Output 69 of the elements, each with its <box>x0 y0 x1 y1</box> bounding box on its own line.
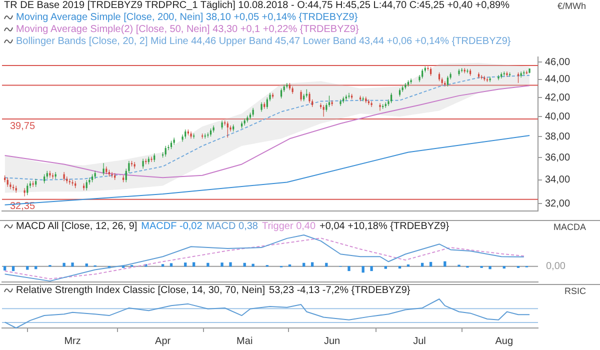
candlestick <box>266 97 268 110</box>
candlestick <box>26 183 28 196</box>
candlestick <box>102 162 104 176</box>
candlestick <box>280 88 282 99</box>
text: Bollinger Bands [Close, 20, 2] Mid Line 44,46 Upper Band 45,47 Lower Band 43,44 +0,06 +0,14% {TRDEBYZ9} <box>16 36 511 47</box>
candlestick <box>379 102 381 112</box>
y-tick-label: 44,00 <box>545 74 570 86</box>
chart-title: TR DE Base 2019 [TRDEBYZ9 TRDPRC_1 Täglich] 10.08.2018 - O:44,75 H:45,25 L:44,70 C:45,25 +0,40 +0,89% <box>4 0 510 11</box>
candlestick <box>422 68 424 79</box>
candlestick <box>72 180 74 186</box>
x-tick-label: Jul <box>413 336 426 347</box>
text: +0,04 +10,18% {TRDEBYZ9} <box>320 221 450 232</box>
candlestick <box>111 172 113 178</box>
x-tick-label: Mai <box>236 336 253 347</box>
series-label: Trigger 0,40 <box>262 221 316 232</box>
candlestick <box>190 131 192 139</box>
ref-line-label: 39,75 <box>10 120 36 132</box>
candlestick <box>150 156 152 162</box>
candlestick <box>517 72 520 84</box>
y-axis-title: RSIC <box>564 286 586 296</box>
candlestick <box>6 177 8 188</box>
candlestick <box>466 68 468 74</box>
y-tick-label: 32,00 <box>545 198 570 210</box>
candlestick <box>10 182 12 190</box>
candlestick <box>328 95 330 108</box>
y-axis-title: €/MWh <box>557 1 586 11</box>
candlestick <box>498 74 500 81</box>
text: MACDF -0,02 <box>141 221 202 232</box>
candlestick <box>331 100 333 106</box>
candlestick <box>49 170 51 178</box>
candlestick <box>300 90 302 102</box>
candlestick <box>348 92 350 99</box>
candlestick <box>260 102 262 112</box>
y-tick-label: 34,00 <box>545 174 570 186</box>
candlestick <box>226 121 228 138</box>
candlestick <box>24 188 26 197</box>
candlestick <box>63 172 65 182</box>
candlestick <box>340 99 342 106</box>
candlestick <box>44 174 46 184</box>
y-tick-label: 38,00 <box>545 131 570 142</box>
x-tick-label: Apr <box>155 336 172 347</box>
candlestick <box>390 92 392 104</box>
chart-title: MACD All [Close, 12, 26, 9] <box>16 221 138 232</box>
candlestick <box>506 71 508 78</box>
y-tick-label: 42,00 <box>545 92 570 104</box>
x-tick-label: Aug <box>495 336 514 347</box>
y-tick-label: 46,00 <box>545 56 570 68</box>
x-tick-label: Mrz <box>64 336 81 347</box>
y-tick-label: 36,00 <box>545 152 570 164</box>
candlestick <box>308 92 310 104</box>
text: 53,23 -4,13 -7,2% {TRDEBYZ9} <box>269 285 410 296</box>
y-tick-label: 40,00 <box>545 111 570 122</box>
candlestick <box>370 100 372 108</box>
y-axis-title: MACDA <box>553 222 586 232</box>
candlestick <box>292 86 294 94</box>
chart-title: Relative Strength Index Classic [Close, 14, 30, 70, Nein] <box>16 285 266 296</box>
candlestick <box>32 180 34 188</box>
candlestick <box>322 104 324 117</box>
text: Moving Average Simple [Close, 200, Nein] 38,10 +0,05 +0,14% {TRDEBYZ9} <box>16 12 358 23</box>
text: Moving Average Simple(2) [Close, 50, Nein] 43,30 +0,1 +0,22% {TRDEBYZ9} <box>16 24 359 35</box>
candlestick <box>164 146 166 157</box>
candlestick <box>142 158 144 169</box>
candlestick <box>246 115 248 123</box>
series-label: MACD 0,38 <box>206 221 258 232</box>
candlestick <box>446 76 449 87</box>
candlestick <box>184 129 186 139</box>
candlestick <box>489 76 491 82</box>
ref-line-label: 0,00 <box>546 261 566 272</box>
x-tick-label: Jun <box>324 336 340 347</box>
